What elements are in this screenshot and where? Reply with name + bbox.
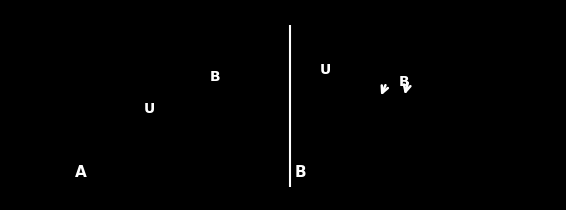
Text: B: B bbox=[294, 165, 306, 180]
Text: U: U bbox=[320, 63, 331, 77]
Text: U: U bbox=[144, 102, 155, 116]
Text: A: A bbox=[75, 165, 87, 180]
Text: B: B bbox=[399, 75, 409, 89]
Text: B: B bbox=[210, 70, 221, 84]
